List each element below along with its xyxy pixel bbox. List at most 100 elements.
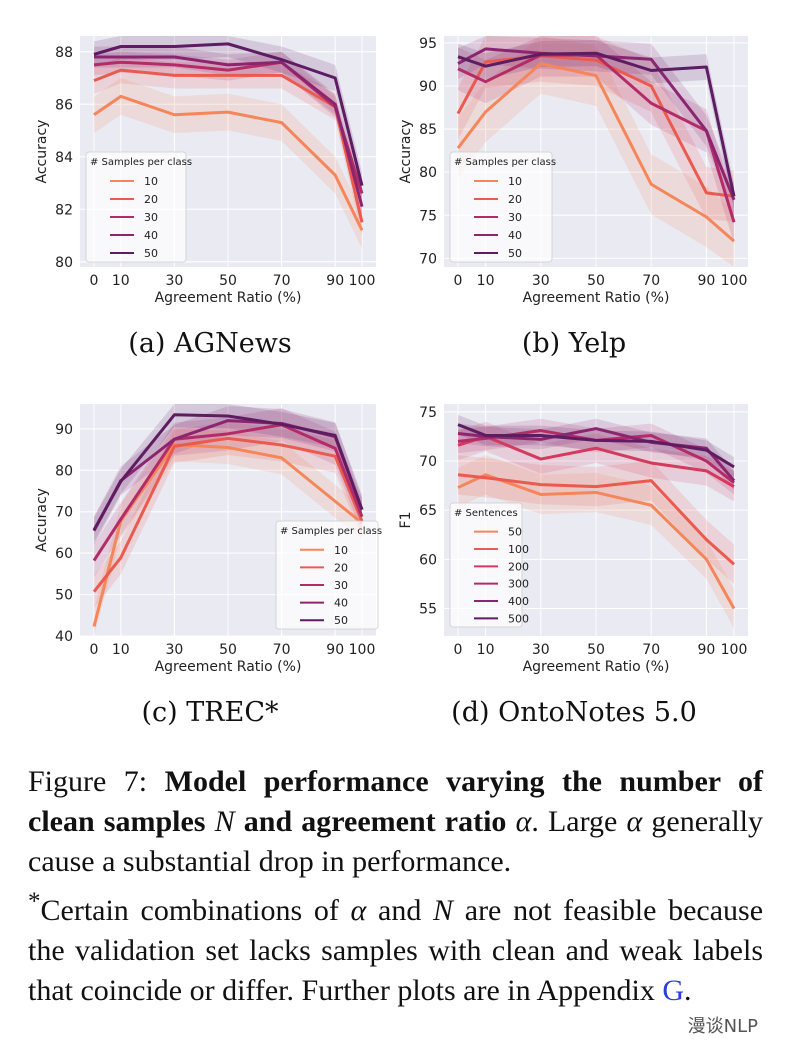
var-alpha-2: α — [626, 805, 643, 838]
y-tick-label: 84 — [55, 150, 73, 166]
y-tick-label: 65 — [419, 503, 437, 519]
x-tick-label: 50 — [219, 273, 237, 289]
y-tick-label: 86 — [55, 97, 73, 113]
y-tick-label: 88 — [55, 45, 73, 61]
x-tick-label: 100 — [721, 642, 748, 658]
legend-entry-20: 20 — [334, 561, 348, 574]
series-line-30 — [92, 423, 364, 562]
y-tick-label: 70 — [55, 505, 73, 521]
legend-entry-50: 50 — [144, 247, 158, 260]
x-tick-label: 100 — [349, 273, 376, 289]
subcaption-c: (c) TREC* — [141, 697, 279, 728]
x-tick-label: 100 — [349, 642, 376, 658]
x-axis-label: Agreement Ratio (%) — [155, 290, 302, 306]
x-tick-label: 70 — [642, 642, 660, 658]
legend-box — [85, 151, 187, 263]
legend-entry-10: 10 — [144, 175, 158, 188]
y-tick-label: 70 — [419, 454, 437, 470]
figure-label: Figure 7: — [28, 765, 148, 798]
confidence-band-50 — [458, 40, 734, 210]
series-line-20 — [92, 436, 364, 593]
chart-d: 0 10 30 50 70 90 100 55 60 65 70 75 Agreement Ratio … — [398, 404, 748, 675]
y-tick-label: 90 — [419, 79, 437, 95]
x-tick-label: 100 — [721, 273, 748, 289]
confidence-band-30 — [94, 51, 362, 204]
var-alpha: α — [515, 805, 532, 838]
series-line-40 — [457, 47, 736, 201]
footnote-2: are not feasible because the validation … — [28, 894, 764, 1007]
chart-b: 0 10 30 50 70 90 100 70 75 80 85 90 95 Agreement Rati… — [398, 36, 748, 306]
footnote-1: Certain combinations of — [40, 894, 339, 927]
legend-entry-40: 40 — [144, 229, 158, 242]
footnote-var-n: N — [433, 894, 454, 927]
series-line-500 — [457, 423, 735, 469]
x-tick-label: 10 — [112, 273, 130, 289]
legend-entry-100: 100 — [508, 543, 529, 556]
confidence-band-10 — [94, 428, 362, 636]
y-tick-label: 75 — [419, 208, 437, 224]
legend-box — [449, 151, 553, 263]
confidence-band-10 — [94, 78, 362, 249]
caption-rest-2: generally cause a substantial drop in pe… — [28, 805, 764, 878]
subcaption-d: (d) OntoNotes 5.0 — [451, 697, 697, 728]
y-tick-label: 85 — [419, 122, 437, 138]
footnote-var-alpha: α — [350, 894, 367, 927]
x-tick-label: 30 — [532, 642, 550, 658]
chart-c: 0 10 30 50 70 90 100 40 50 60 70 80 90 Agreement Rati… — [34, 404, 382, 675]
x-tick-label: 90 — [697, 642, 715, 658]
legend-entry-20: 20 — [144, 193, 158, 206]
confidence-band-200 — [458, 421, 734, 502]
legend-title: # Samples per class — [280, 526, 382, 537]
series-line-10 — [456, 62, 735, 243]
legend-entry-40: 40 — [508, 229, 522, 242]
caption-rest-1: . Large — [531, 805, 618, 838]
series-line-50 — [457, 51, 736, 197]
appendix-link[interactable]: G — [662, 974, 684, 1007]
y-tick-label: 60 — [419, 552, 437, 568]
y-tick-label: 95 — [419, 36, 437, 52]
subcaption-b: (b) Yelp — [521, 328, 627, 359]
confidence-band-20 — [94, 57, 362, 236]
x-tick-label: 30 — [532, 273, 550, 289]
x-tick-label: 70 — [642, 273, 660, 289]
y-axis-label: Accuracy — [34, 488, 50, 552]
y-axis-label: Accuracy — [34, 120, 50, 184]
x-tick-label: 0 — [90, 642, 99, 658]
appendix-word: Appendix — [536, 974, 655, 1007]
confidence-band-40 — [458, 36, 734, 216]
x-tick-label: 90 — [326, 273, 344, 289]
confidence-band-50 — [458, 455, 734, 629]
x-tick-label: 10 — [477, 642, 495, 658]
footnote-and: and — [378, 894, 422, 927]
confidence-band-50 — [94, 404, 362, 543]
x-axis-label: Agreement Ratio (%) — [155, 659, 302, 675]
x-tick-label: 0 — [90, 273, 99, 289]
y-axis-label: Accuracy — [398, 120, 414, 184]
legend-title: # Sentences — [454, 508, 518, 519]
x-tick-label: 70 — [273, 642, 291, 658]
legend-entry-400: 400 — [508, 595, 529, 608]
legend-entry-40: 40 — [334, 597, 348, 610]
legend-entry-200: 200 — [508, 560, 529, 573]
confidence-band-100 — [458, 455, 734, 584]
x-tick-label: 50 — [587, 642, 605, 658]
confidence-band-20 — [94, 421, 362, 609]
series-line-20 — [456, 54, 735, 198]
legend-entry-50: 50 — [334, 614, 348, 627]
y-tick-label: 75 — [419, 405, 437, 421]
legend-entry-30: 30 — [334, 579, 348, 592]
x-tick-label: 90 — [697, 273, 715, 289]
footnote-mark: * — [28, 888, 41, 915]
series-line-40 — [94, 55, 364, 208]
legend-box — [275, 520, 379, 630]
subcaption-a: (a) AGNews — [128, 328, 292, 359]
y-tick-label: 55 — [419, 601, 437, 617]
legend-title: # Samples per class — [454, 157, 556, 168]
series-line-100 — [457, 473, 735, 566]
y-axis-label: F1 — [398, 512, 414, 529]
y-tick-label: 70 — [419, 251, 437, 267]
y-tick-label: 80 — [55, 463, 73, 479]
x-tick-label: 50 — [587, 273, 605, 289]
x-tick-label: 10 — [477, 273, 495, 289]
